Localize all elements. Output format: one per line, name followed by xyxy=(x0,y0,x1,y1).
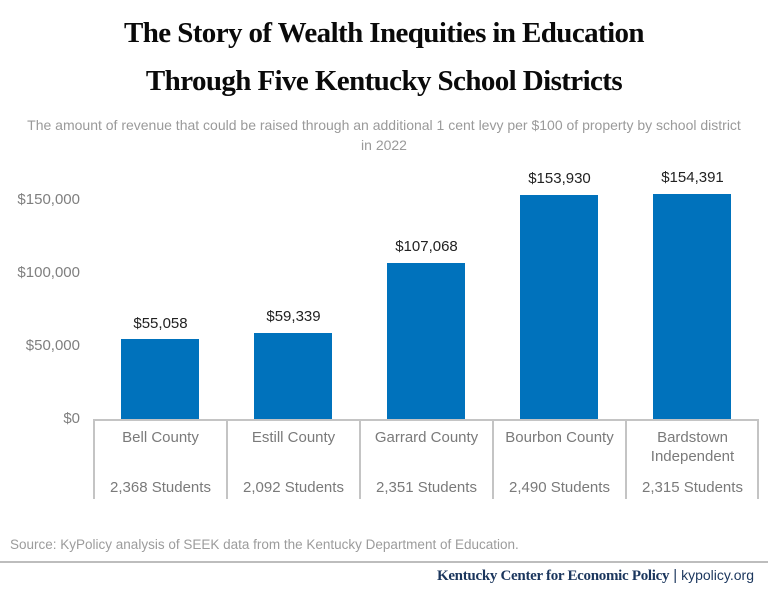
website-link[interactable]: kypolicy.org xyxy=(681,567,754,583)
category-divider xyxy=(226,419,228,499)
footer-credit: Kentucky Center for Economic Policy | kypo… xyxy=(437,567,754,585)
chart-title-line1: The Story of Wealth Inequities in Educat… xyxy=(124,17,645,49)
y-tick-100000: $100,000 xyxy=(17,264,80,281)
category-label-estill-county: Estill County xyxy=(251,429,336,446)
bar-bardstown-independent xyxy=(653,194,731,419)
value-label-bell-county: $55,058 xyxy=(133,315,188,332)
y-tick-0: $0 xyxy=(63,410,80,427)
category-divider xyxy=(93,419,95,499)
bar-garrard-county xyxy=(387,263,465,419)
footer-divider xyxy=(0,561,768,563)
footer-separator: | xyxy=(673,567,678,584)
category-label-bourbon-county: Bourbon County xyxy=(505,429,614,446)
x-axis-line xyxy=(93,419,758,421)
category-divider xyxy=(625,419,627,499)
chart-subtitle: The amount of revenue that could be rais… xyxy=(27,117,741,153)
y-tick-50000: $50,000 xyxy=(25,337,80,354)
students-label-estill-county: 2,092 Students xyxy=(243,479,344,496)
category-label-bardstown-independent: Bardstown Independent xyxy=(650,429,735,465)
value-label-bourbon-county: $153,930 xyxy=(528,170,591,187)
category-label-garrard-county: Garrard County xyxy=(374,429,479,446)
students-label-bardstown-independent: 2,315 Students xyxy=(642,479,743,496)
students-label-bourbon-county: 2,490 Students xyxy=(509,479,610,496)
brand-name: Kentucky Center for Economic Policy xyxy=(436,568,670,584)
source-note: Source: KyPolicy analysis of SEEK data f… xyxy=(10,537,519,552)
category-divider xyxy=(757,419,759,499)
students-label-bell-county: 2,368 Students xyxy=(110,479,211,496)
category-label-bell-county: Bell County xyxy=(122,429,199,446)
value-label-bardstown-independent: $154,391 xyxy=(661,169,724,186)
category-divider xyxy=(492,419,494,499)
bar-bourbon-county xyxy=(520,195,598,419)
students-label-garrard-county: 2,351 Students xyxy=(376,479,477,496)
value-label-estill-county: $59,339 xyxy=(266,308,321,325)
chart-title-line2: Through Five Kentucky School Districts xyxy=(145,65,623,97)
y-tick-150000: $150,000 xyxy=(17,191,80,208)
category-divider xyxy=(359,419,361,499)
value-label-garrard-county: $107,068 xyxy=(395,238,458,255)
bar-estill-county xyxy=(254,333,332,419)
bar-bell-county xyxy=(121,339,199,419)
